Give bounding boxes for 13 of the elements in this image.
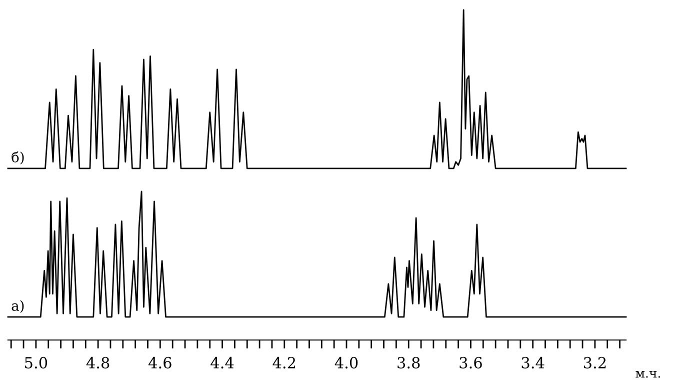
x-tick-label: 4.4 [210,356,234,368]
x-tick-label: 4.2 [272,356,296,368]
series-label: а) [12,300,24,313]
x-axis-title: м.ч. [636,371,660,378]
x-tick-label: 4.6 [148,356,172,368]
x-tick-label: 3.2 [584,356,606,368]
x-tick-label: 4.0 [334,356,358,368]
series-label: б) [12,151,24,164]
x-tick-label: 5.0 [25,356,48,368]
x-tick-label: 4.8 [86,356,110,368]
x-tick-label: 3.8 [398,356,420,368]
x-tick-label: 3.6 [460,356,482,368]
x-tick-label: 3.4 [522,356,544,368]
